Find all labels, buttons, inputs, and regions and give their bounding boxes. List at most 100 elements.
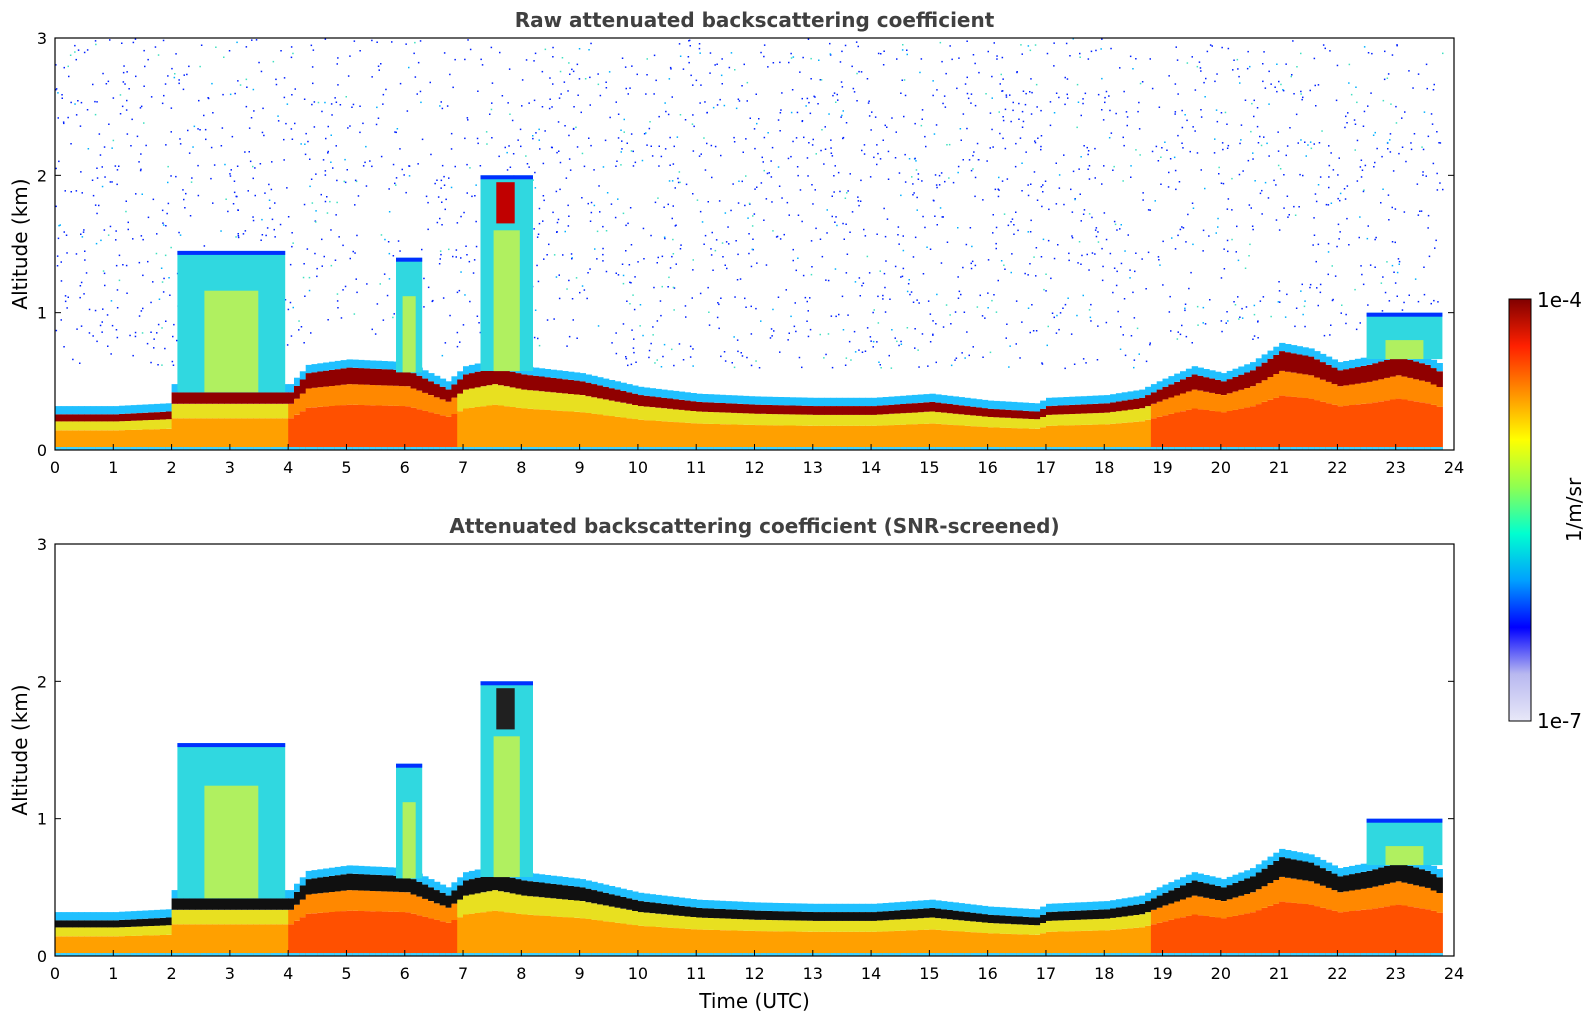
boundary-layer-band	[637, 395, 645, 407]
noise-pixel	[597, 73, 599, 75]
aerosol-column	[1098, 424, 1105, 450]
noise-pixel	[1110, 132, 1113, 134]
surface-signal	[795, 447, 802, 450]
noise-pixel	[1030, 183, 1032, 185]
noise-pixel	[889, 298, 891, 300]
aerosol-column	[171, 418, 178, 450]
noise-pixel	[912, 256, 915, 258]
noise-pixel	[536, 236, 539, 238]
noise-pixel	[236, 165, 239, 167]
noise-pixel	[1359, 166, 1362, 168]
aerosol-column	[777, 931, 785, 956]
noise-pixel	[1036, 106, 1038, 108]
noise-pixel	[406, 110, 409, 112]
boundary-layer-edge	[824, 903, 831, 912]
aerosol-column	[871, 931, 878, 956]
noise-pixel	[623, 131, 625, 133]
noise-pixel	[741, 355, 744, 357]
aerosol-column	[1401, 376, 1408, 400]
aerosol-column	[1011, 428, 1018, 450]
noise-pixel	[466, 117, 469, 119]
noise-pixel	[667, 203, 669, 206]
surface-signal	[1203, 447, 1210, 450]
boundary-layer-band	[521, 880, 528, 896]
aerosol-column	[1349, 405, 1356, 450]
aerosol-column	[661, 914, 668, 928]
surface-signal	[1150, 447, 1158, 450]
boundary-layer-band	[486, 369, 493, 386]
surface-signal	[1040, 953, 1047, 956]
surface-signal	[847, 447, 855, 450]
noise-pixel	[511, 119, 514, 122]
aerosol-column	[1296, 373, 1303, 398]
boundary-layer-band	[632, 393, 639, 405]
noise-pixel	[130, 145, 132, 147]
aerosol-column	[1389, 376, 1397, 400]
noise-pixel	[1293, 205, 1295, 208]
surface-signal	[1220, 953, 1228, 956]
noise-pixel	[255, 39, 258, 41]
noise-pixel	[841, 114, 843, 117]
noise-pixel	[132, 41, 135, 44]
boundary-layer-edge	[148, 404, 155, 413]
boundary-layer-band	[130, 413, 138, 421]
aerosol-column	[1430, 890, 1438, 911]
boundary-layer-edge	[836, 903, 843, 912]
boundary-layer-edge	[375, 866, 382, 875]
noise-pixel	[1202, 306, 1205, 309]
aerosol-column	[871, 425, 878, 450]
boundary-layer-edge	[1250, 868, 1257, 877]
noise-pixel	[1044, 180, 1047, 182]
aerosol-column	[672, 409, 680, 422]
aerosol-column	[684, 916, 691, 929]
noise-pixel	[1120, 224, 1122, 226]
noise-pixel	[1373, 166, 1375, 168]
noise-pixel	[589, 104, 591, 106]
noise-pixel	[675, 224, 677, 226]
noise-pixel	[631, 65, 633, 67]
noise-pixel	[825, 353, 827, 356]
noise-pixel	[166, 212, 168, 215]
noise-pixel	[1401, 117, 1403, 119]
noise-pixel	[441, 354, 444, 357]
boundary-layer-edge	[853, 903, 860, 912]
noise-pixel	[203, 114, 205, 117]
noise-pixel	[634, 276, 636, 278]
noise-pixel	[914, 347, 916, 349]
boundary-layer-band	[1401, 358, 1408, 377]
boundary-layer-edge	[381, 361, 388, 370]
noise-pixel	[900, 194, 902, 197]
boundary-layer-edge	[614, 381, 621, 390]
noise-pixel	[1410, 142, 1412, 144]
noise-pixel	[1239, 142, 1241, 145]
boundary-layer-edge	[1308, 348, 1315, 357]
surface-signal	[1104, 953, 1111, 956]
noise-pixel	[271, 161, 273, 163]
noise-pixel	[463, 211, 465, 214]
surface-signal	[935, 447, 942, 450]
surface-signal	[783, 447, 790, 450]
noise-pixel	[588, 137, 590, 139]
noise-pixel	[1019, 137, 1022, 139]
noise-pixel	[179, 234, 182, 236]
noise-pixel	[1079, 56, 1081, 58]
surface-signal	[643, 447, 651, 450]
aerosol-column	[637, 925, 645, 956]
noise-pixel	[92, 83, 94, 86]
noise-pixel	[115, 230, 117, 232]
boundary-layer-band	[556, 884, 563, 899]
cloud-core	[493, 230, 520, 372]
surface-signal	[917, 953, 925, 956]
aerosol-column	[1180, 917, 1187, 956]
boundary-layer-band	[946, 910, 954, 920]
noise-pixel	[399, 250, 401, 252]
noise-pixel	[76, 328, 78, 330]
aerosol-column	[369, 891, 377, 912]
aerosol-column	[637, 406, 645, 420]
noise-pixel	[1027, 45, 1030, 47]
boundary-layer-edge	[777, 903, 785, 912]
noise-pixel	[1006, 178, 1009, 180]
aerosol-column	[1436, 912, 1443, 956]
boundary-layer-band	[259, 898, 266, 910]
noise-pixel	[1025, 151, 1027, 153]
